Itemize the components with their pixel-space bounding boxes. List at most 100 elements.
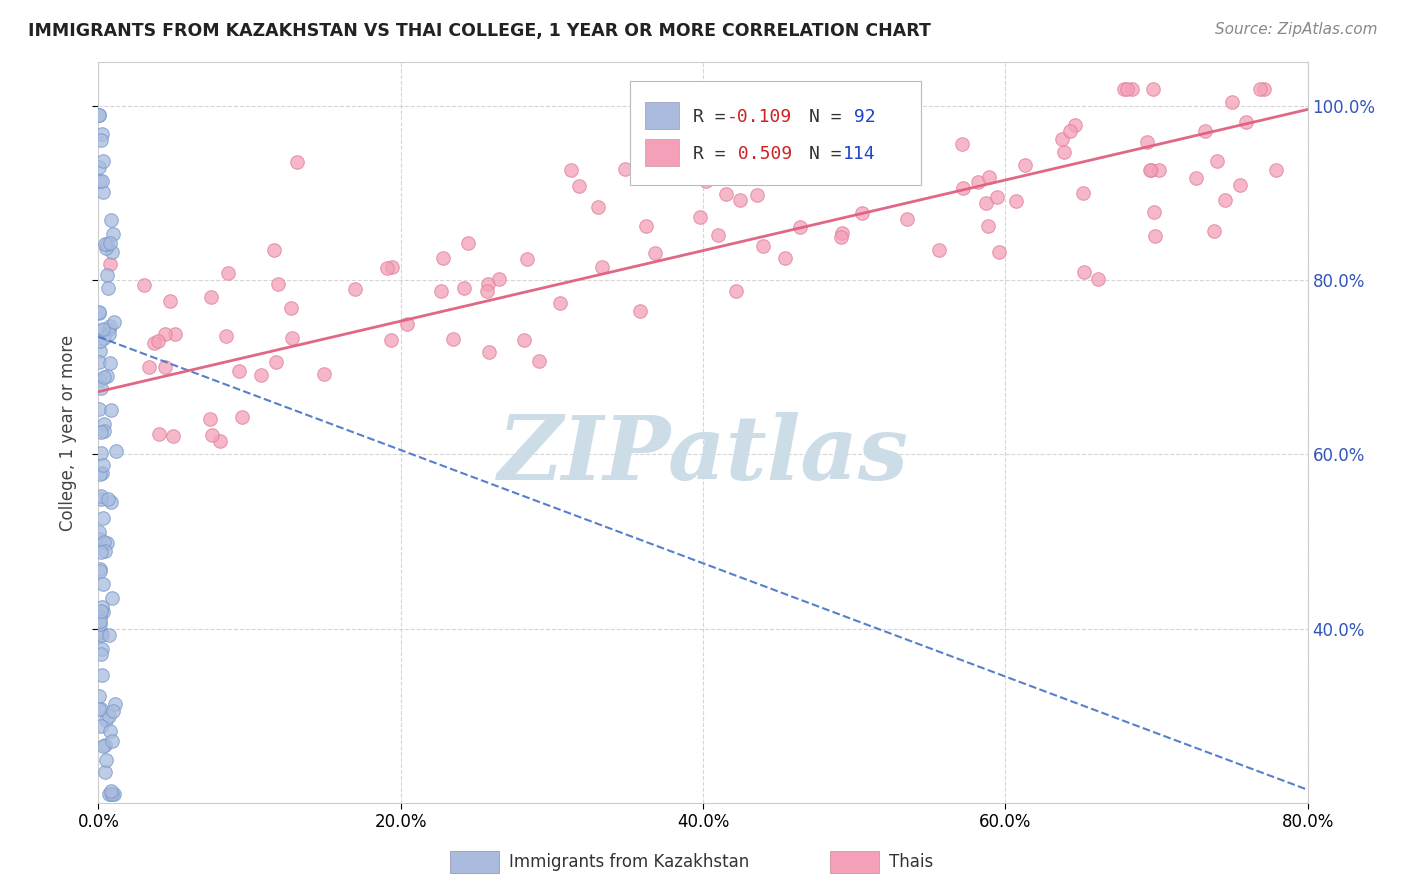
- Point: [1149, 162, 1171, 177]
- Point: [1073, 264, 1095, 278]
- Point: [381, 260, 404, 275]
- Point: [90, 545, 112, 559]
- Point: [104, 444, 127, 458]
- Point: [101, 591, 124, 605]
- Point: [89, 305, 111, 319]
- Point: [264, 355, 287, 369]
- Point: [550, 295, 572, 310]
- Point: [344, 282, 367, 296]
- Point: [1253, 81, 1275, 95]
- Point: [644, 246, 666, 260]
- Point: [90, 628, 112, 642]
- Point: [634, 219, 657, 233]
- Point: [162, 429, 184, 443]
- Point: [1136, 135, 1159, 149]
- Point: [91, 641, 114, 656]
- Point: [966, 175, 988, 189]
- Point: [96, 369, 118, 384]
- Point: [527, 354, 550, 368]
- Point: [1143, 205, 1166, 219]
- Point: [263, 243, 285, 257]
- Point: [89, 402, 111, 417]
- Point: [928, 243, 950, 257]
- Point: [94, 764, 117, 779]
- Point: [100, 787, 122, 801]
- Point: [1143, 228, 1166, 243]
- Point: [714, 186, 737, 201]
- Point: [90, 604, 112, 618]
- Point: [1140, 163, 1163, 178]
- FancyBboxPatch shape: [630, 81, 921, 185]
- Point: [800, 132, 823, 146]
- Point: [1087, 272, 1109, 286]
- Point: [89, 610, 111, 624]
- Point: [974, 195, 997, 210]
- Text: N =: N =: [810, 145, 853, 163]
- Point: [516, 252, 538, 266]
- Point: [91, 174, 114, 188]
- Point: [488, 272, 510, 286]
- Point: [89, 562, 111, 576]
- Point: [91, 605, 114, 619]
- Point: [91, 127, 114, 141]
- Point: [267, 277, 290, 291]
- Point: [98, 356, 121, 370]
- Point: [794, 102, 817, 116]
- Point: [375, 260, 398, 275]
- Point: [100, 403, 122, 417]
- Point: [91, 186, 114, 200]
- Point: [851, 205, 873, 219]
- Point: [789, 219, 811, 234]
- Point: [93, 425, 115, 439]
- Point: [89, 467, 111, 482]
- Point: [98, 787, 121, 801]
- Point: [89, 564, 111, 578]
- Point: [89, 525, 111, 540]
- Point: [101, 734, 124, 748]
- Point: [96, 236, 118, 251]
- Point: [93, 154, 115, 169]
- Point: [159, 294, 181, 309]
- Point: [91, 466, 114, 480]
- Point: [628, 304, 651, 318]
- Point: [807, 159, 830, 173]
- Point: [96, 536, 118, 550]
- Point: [896, 212, 918, 227]
- Point: [89, 533, 111, 547]
- Point: [103, 315, 125, 329]
- Point: [134, 277, 156, 292]
- Point: [98, 708, 121, 723]
- Point: [231, 410, 253, 425]
- Point: [90, 491, 112, 506]
- Point: [90, 425, 112, 440]
- Point: [1142, 81, 1164, 95]
- Point: [863, 118, 886, 132]
- Point: [98, 322, 121, 336]
- Point: [478, 345, 501, 359]
- Point: [90, 624, 112, 639]
- Point: [93, 417, 115, 431]
- Point: [94, 543, 117, 558]
- Point: [90, 382, 112, 396]
- Point: [695, 174, 717, 188]
- Point: [977, 170, 1000, 185]
- Point: [560, 162, 582, 177]
- Point: [839, 140, 862, 154]
- Point: [90, 647, 112, 661]
- Point: [689, 211, 711, 225]
- Point: [89, 614, 111, 628]
- Point: [89, 161, 111, 175]
- Point: [90, 133, 112, 147]
- Point: [100, 245, 122, 260]
- Point: [586, 200, 609, 214]
- Point: [91, 322, 114, 336]
- Point: [728, 193, 751, 207]
- Point: [89, 617, 111, 632]
- Point: [100, 787, 122, 801]
- Point: [146, 334, 169, 348]
- Point: [453, 281, 475, 295]
- Point: [89, 306, 111, 320]
- Point: [1059, 124, 1081, 138]
- Point: [94, 713, 117, 727]
- Point: [148, 427, 170, 442]
